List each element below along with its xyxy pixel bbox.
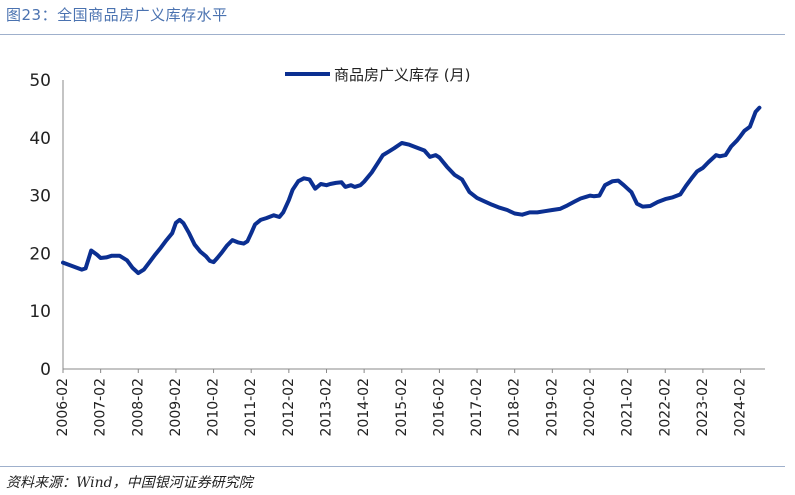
line-chart: 0 10 20 30 40 50 2006-02 2007-02 2008-02 2009-02… xyxy=(29,66,765,437)
y-tick-label: 10 xyxy=(29,302,51,322)
y-tick-label: 50 xyxy=(29,71,51,91)
x-axis-ticks: 2006-02 2007-02 2008-02 2009-02 2010-02 2011-… xyxy=(55,369,749,437)
x-tick-label: 2017-02 xyxy=(469,378,485,437)
y-tick-label: 40 xyxy=(29,129,51,149)
x-tick-label: 2023-02 xyxy=(695,378,711,437)
title-divider xyxy=(0,34,785,35)
x-tick-label: 2022-02 xyxy=(657,378,673,437)
x-tick-label: 2007-02 xyxy=(93,378,109,437)
x-tick-label: 2010-02 xyxy=(206,378,222,437)
series-line-inventory xyxy=(61,105,762,276)
source-note: 资料来源：Wind，中国银河证券研究院 xyxy=(6,475,253,491)
x-tick-label: 2018-02 xyxy=(507,378,523,437)
y-tick-label: 30 xyxy=(29,187,51,207)
source-divider xyxy=(0,466,785,467)
x-tick-label: 2006-02 xyxy=(55,378,71,437)
x-tick-label: 2015-02 xyxy=(394,378,410,437)
x-tick-label: 2020-02 xyxy=(582,378,598,437)
figure-title: 图23：全国商品房广义库存水平 xyxy=(6,6,228,24)
x-tick-label: 2024-02 xyxy=(733,378,749,437)
x-tick-label: 2016-02 xyxy=(431,378,447,437)
x-tick-label: 2013-02 xyxy=(318,378,334,437)
x-tick-label: 2014-02 xyxy=(356,378,372,437)
legend-label: 商品房广义库存 (月) xyxy=(334,66,470,84)
x-tick-label: 2021-02 xyxy=(620,378,636,437)
y-axis-ticks: 0 10 20 30 40 50 xyxy=(29,71,51,380)
y-tick-label: 0 xyxy=(40,360,51,380)
x-tick-label: 2011-02 xyxy=(243,378,259,437)
legend: 商品房广义库存 (月) xyxy=(285,66,470,84)
x-tick-label: 2019-02 xyxy=(544,378,560,437)
y-tick-label: 20 xyxy=(29,244,51,264)
x-tick-label: 2009-02 xyxy=(168,378,184,437)
x-tick-label: 2008-02 xyxy=(130,378,146,437)
x-tick-label: 2012-02 xyxy=(281,378,297,437)
